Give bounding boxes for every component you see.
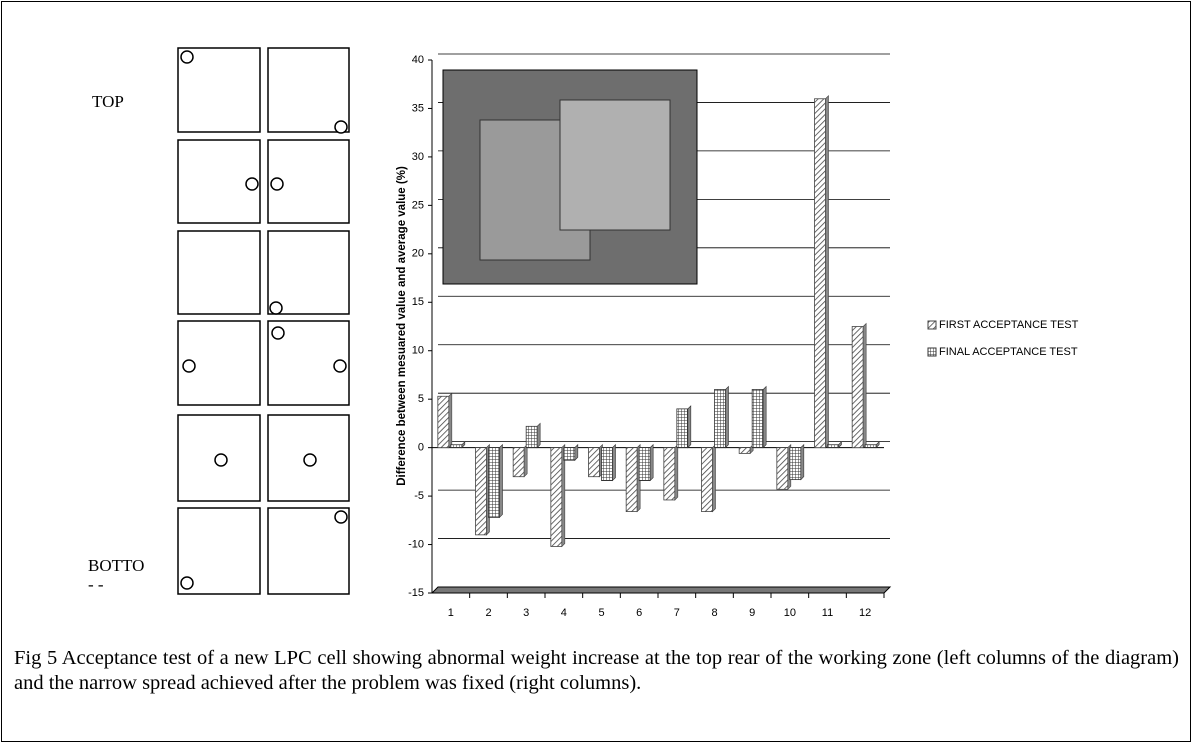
x-tick-label: 9 <box>749 607 755 619</box>
y-tick-label: 40 <box>412 54 424 66</box>
floor <box>430 586 892 594</box>
bar <box>701 447 713 512</box>
bar <box>864 444 877 449</box>
bar <box>588 447 600 478</box>
y-tick-label: 5 <box>418 393 424 405</box>
bar <box>601 447 613 481</box>
x-tick-label: 2 <box>485 607 491 619</box>
bar-side <box>712 443 716 513</box>
bar <box>776 447 789 490</box>
y-tick-label: 0 <box>418 442 424 454</box>
bar-side <box>674 443 679 501</box>
bar <box>789 447 802 481</box>
x-tick-label: 11 <box>822 607 833 619</box>
bar <box>814 98 826 449</box>
bar-side <box>838 441 842 449</box>
bar-side <box>536 422 541 449</box>
bar <box>827 444 839 449</box>
legend-swatch <box>927 347 937 357</box>
y-tick-label: 20 <box>412 248 424 260</box>
bar-side <box>461 441 466 449</box>
y-tick-label: 35 <box>412 102 424 114</box>
bar-side <box>649 443 654 482</box>
legend-label: FIRST ACCEPTANCE TEST <box>939 319 1079 331</box>
legend-label: FINAL ACCEPTANCE TEST <box>939 346 1078 358</box>
bar <box>738 447 751 454</box>
x-tick-label: 4 <box>561 607 567 619</box>
x-tick-label: 3 <box>523 607 529 619</box>
y-tick-label: 30 <box>412 151 424 163</box>
bar <box>851 326 864 449</box>
bar-side <box>687 405 692 449</box>
top-label: TOP <box>92 92 124 111</box>
bar <box>475 447 487 536</box>
bar-side <box>862 322 867 449</box>
x-tick-label: 6 <box>636 607 642 619</box>
bar-side <box>499 443 503 519</box>
bar <box>638 447 651 481</box>
bar-side <box>523 443 528 478</box>
y-tick-label: 25 <box>412 199 424 211</box>
cell-diagram: TOP BOTTO - - <box>88 47 350 595</box>
bar-side <box>875 441 880 449</box>
bar-side <box>448 392 453 449</box>
bar-side <box>574 443 579 461</box>
y-tick-label: 10 <box>412 345 424 357</box>
x-tick-label: 5 <box>598 607 604 619</box>
bar <box>437 395 450 449</box>
bar <box>663 447 676 501</box>
y-tick-label: -5 <box>414 490 424 502</box>
photo-inset <box>442 69 698 285</box>
bar <box>450 444 463 449</box>
y-axis-title: Difference between mesuared value and av… <box>396 166 408 486</box>
y-tick-label: -15 <box>408 587 424 599</box>
bar-side <box>612 443 616 482</box>
y-tick-label: -10 <box>408 538 424 550</box>
x-tick-label: 8 <box>711 607 717 619</box>
x-tick-label: 1 <box>448 607 454 619</box>
bar <box>676 408 689 449</box>
photo-basket <box>559 99 671 231</box>
x-tick-label: 7 <box>674 607 680 619</box>
bar <box>625 447 638 512</box>
x-tick-label: 12 <box>859 607 871 619</box>
x-tick-label: 10 <box>784 607 796 619</box>
bar-side <box>800 443 805 481</box>
legend-swatch <box>927 320 937 330</box>
bar <box>714 389 726 449</box>
y-tick-label: 15 <box>412 296 424 308</box>
bar <box>488 447 500 518</box>
bar <box>525 425 538 449</box>
bottom-label-suffix: - - <box>88 575 104 594</box>
bottom-label: BOTTO <box>88 556 144 575</box>
bar <box>512 447 525 478</box>
bar-side <box>561 443 566 548</box>
bar <box>550 447 563 547</box>
bar <box>563 447 576 461</box>
bar-side <box>825 95 829 449</box>
bar <box>751 389 764 449</box>
bar-side <box>762 385 767 449</box>
caption: Fig 5 Acceptance test of a new LPC cell … <box>14 647 1179 694</box>
bar-side <box>725 385 729 449</box>
